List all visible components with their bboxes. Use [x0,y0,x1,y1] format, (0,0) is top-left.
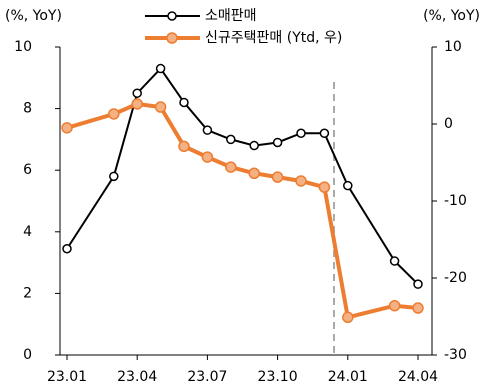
x-tick-label: 23.07 [187,369,227,385]
series-line [66,66,419,285]
y2-tick-label: 0 [444,116,453,132]
legend-label: 신규주택판매 (Ytd, 우) [205,30,342,46]
y2-axis-label: (%, YoY) [423,8,480,24]
point [342,311,354,324]
point [296,128,306,138]
y-axis-label: (%, YoY) [5,8,62,24]
y-tick-label: 2 [23,285,32,301]
point [226,134,236,145]
y-tick-label: 10 [14,39,32,55]
x-tick-label: 24.01 [328,369,368,385]
y2-tick-label: -20 [444,270,467,286]
point [248,167,260,180]
point [412,302,424,314]
legend-label: 소매판매 [205,8,257,24]
point [388,299,401,312]
point [131,98,143,110]
point [108,108,120,120]
x-tick-label: 24.04 [398,369,438,385]
point [272,137,283,148]
legend-marker [167,11,177,21]
point [132,88,142,98]
point [295,175,307,187]
point [202,125,213,135]
point [249,140,259,151]
y2-tick-label: -10 [444,193,467,209]
point [389,256,400,266]
y2-tick-label: 10 [444,39,462,55]
series-line [66,101,419,320]
point [318,181,331,193]
y2-tick-label: -30 [444,347,467,363]
point [319,128,330,138]
y-tick-label: 4 [23,224,32,240]
point [343,180,353,191]
point [271,171,284,183]
point [225,161,237,173]
x-tick-label: 23.10 [258,369,298,385]
point [178,140,190,153]
x-tick-label: 23.04 [117,369,157,385]
point [413,279,423,289]
point [179,97,189,108]
x-tick-label: 23.01 [47,369,87,385]
point [109,171,119,182]
point [154,101,167,113]
point [155,63,166,74]
legend-marker [166,32,178,44]
y-tick-label: 8 [23,101,32,117]
point [201,151,214,163]
y-tick-label: 0 [23,347,32,363]
point [61,122,73,134]
point [62,243,72,254]
y-tick-label: 6 [23,162,32,178]
